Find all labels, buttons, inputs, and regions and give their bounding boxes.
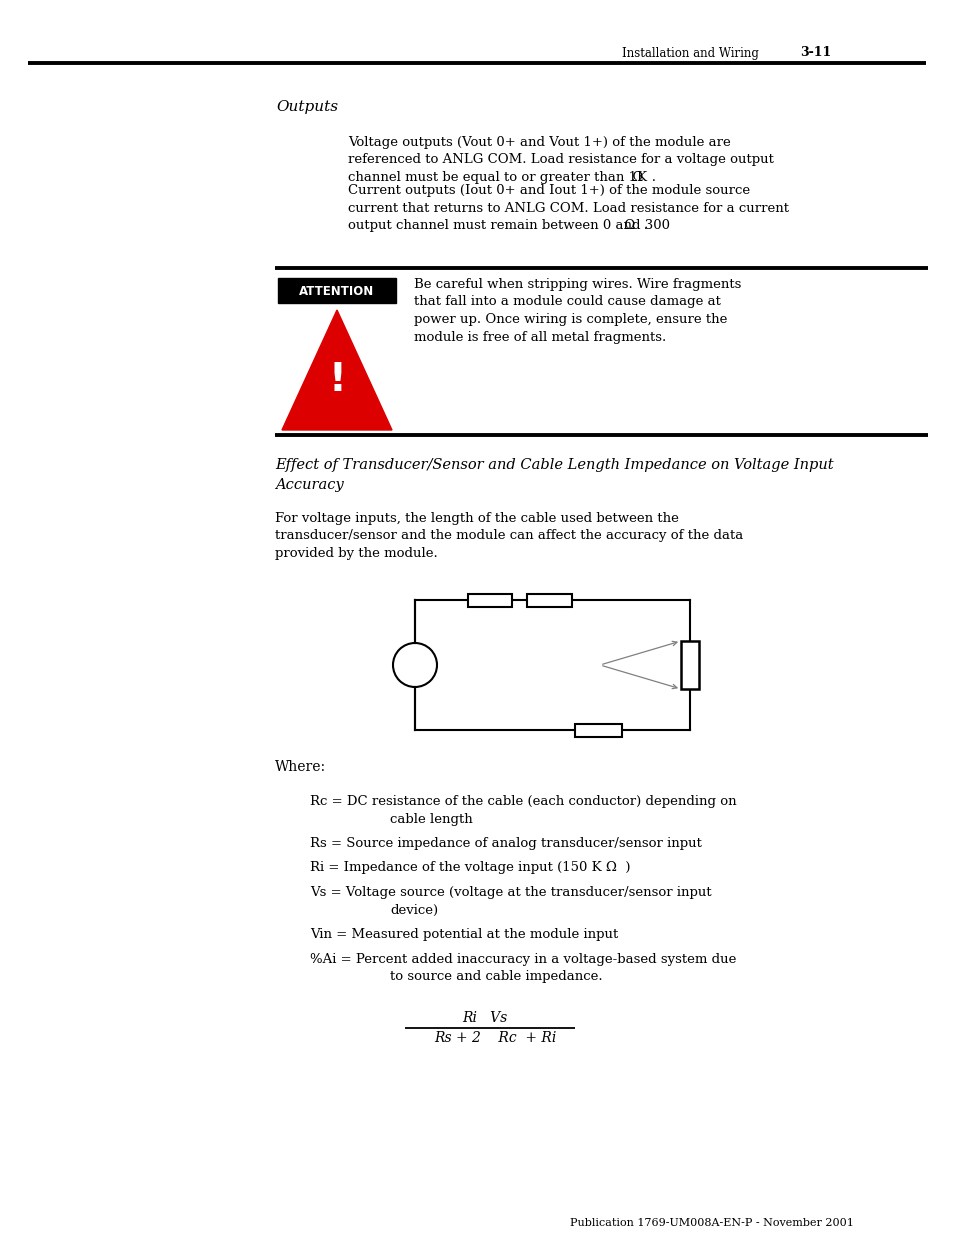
- Text: Rs = Source impedance of analog transducer/sensor input: Rs = Source impedance of analog transduc…: [310, 837, 701, 850]
- Bar: [277, 278, 395, 303]
- Bar: [526, 594, 572, 606]
- Text: Voltage outputs (Vout 0+ and Vout 1+) of the module are: Voltage outputs (Vout 0+ and Vout 1+) of…: [348, 136, 730, 149]
- Text: Accuracy: Accuracy: [274, 478, 343, 492]
- Bar: [468, 594, 512, 606]
- Text: power up. Once wiring is complete, ensure the: power up. Once wiring is complete, ensur…: [414, 312, 726, 326]
- Text: output channel must remain between 0 and 300: output channel must remain between 0 and…: [348, 219, 669, 232]
- Text: Ri   Vs: Ri Vs: [462, 1011, 507, 1025]
- Text: Rs + 2    Rc  + Ri: Rs + 2 Rc + Ri: [434, 1031, 556, 1046]
- Bar: [680, 641, 699, 689]
- Text: Current outputs (Iout 0+ and Iout 1+) of the module source: Current outputs (Iout 0+ and Iout 1+) of…: [348, 184, 749, 198]
- Text: to source and cable impedance.: to source and cable impedance.: [390, 969, 602, 983]
- Text: provided by the module.: provided by the module.: [274, 547, 437, 559]
- Text: Rc = DC resistance of the cable (each conductor) depending on: Rc = DC resistance of the cable (each co…: [310, 795, 736, 808]
- Text: Installation and Wiring: Installation and Wiring: [621, 47, 758, 59]
- Bar: [575, 724, 621, 736]
- Text: !: !: [328, 361, 346, 399]
- Polygon shape: [282, 310, 392, 430]
- Text: referenced to ANLG COM. Load resistance for a voltage output: referenced to ANLG COM. Load resistance …: [348, 153, 773, 167]
- Text: cable length: cable length: [390, 813, 473, 825]
- Text: 3-11: 3-11: [800, 47, 830, 59]
- Text: For voltage inputs, the length of the cable used between the: For voltage inputs, the length of the ca…: [274, 513, 679, 525]
- Text: Vin = Measured potential at the module input: Vin = Measured potential at the module i…: [310, 927, 618, 941]
- Text: %Ai = Percent added inaccuracy in a voltage-based system due: %Ai = Percent added inaccuracy in a volt…: [310, 952, 736, 966]
- Text: Outputs: Outputs: [275, 100, 337, 114]
- Text: transducer/sensor and the module can affect the accuracy of the data: transducer/sensor and the module can aff…: [274, 530, 742, 542]
- Text: ATTENTION: ATTENTION: [299, 285, 375, 298]
- Text: Effect of Transducer/Sensor and Cable Length Impedance on Voltage Input: Effect of Transducer/Sensor and Cable Le…: [274, 458, 833, 472]
- Text: module is free of all metal fragments.: module is free of all metal fragments.: [414, 331, 665, 343]
- Text: device): device): [390, 904, 437, 916]
- Text: that fall into a module could cause damage at: that fall into a module could cause dama…: [414, 295, 720, 309]
- Text: Ri = Impedance of the voltage input (150 K Ω  ): Ri = Impedance of the voltage input (150…: [310, 862, 630, 874]
- Text: Ω  .: Ω .: [627, 170, 656, 184]
- Text: channel must be equal to or greater than 1K: channel must be equal to or greater than…: [348, 170, 646, 184]
- Text: current that returns to ANLG COM. Load resistance for a current: current that returns to ANLG COM. Load r…: [348, 201, 788, 215]
- Text: Where:: Where:: [274, 760, 326, 774]
- Text: Be careful when stripping wires. Wire fragments: Be careful when stripping wires. Wire fr…: [414, 278, 740, 291]
- Text: Publication 1769-UM008A-EN-P - November 2001: Publication 1769-UM008A-EN-P - November …: [569, 1218, 853, 1228]
- Text: Vs = Voltage source (voltage at the transducer/sensor input: Vs = Voltage source (voltage at the tran…: [310, 885, 711, 899]
- Ellipse shape: [393, 643, 436, 687]
- Text: Ω  .: Ω .: [619, 219, 647, 232]
